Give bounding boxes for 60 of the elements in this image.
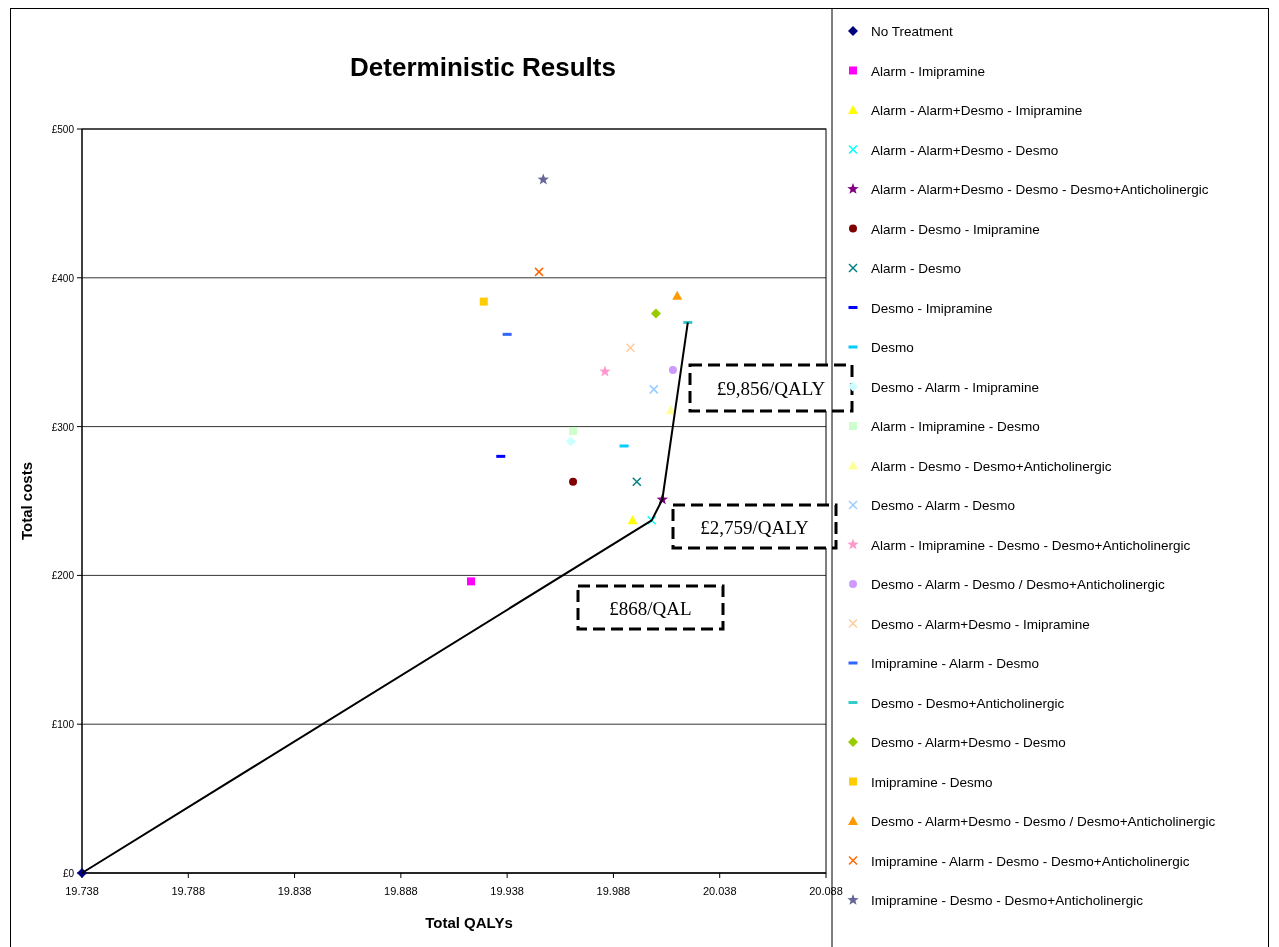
chart-title: Deterministic Results xyxy=(350,52,616,82)
legend-label: Desmo - Alarm+Desmo - Imipramine xyxy=(871,616,1090,632)
point xyxy=(665,405,676,415)
point xyxy=(537,173,549,185)
legend-label: Imipramine - Desmo xyxy=(871,774,993,790)
y-tick-label: £300 xyxy=(51,421,75,433)
point xyxy=(627,515,638,525)
point xyxy=(649,384,659,395)
legend-label: Desmo - Alarm - Desmo / Desmo+Anticholinergic xyxy=(871,577,1165,592)
annotation: £9,856/QALY xyxy=(716,378,826,399)
legend-label: Alarm - Alarm+Desmo - Desmo - Desmo+Anticholinergic xyxy=(871,182,1209,197)
y-tick-label: £0 xyxy=(62,868,75,879)
x-tick-label: 19.788 xyxy=(171,885,206,897)
x-axis-title: Total QALYs xyxy=(425,914,513,931)
legend-label: Desmo - Alarm - Desmo xyxy=(871,498,1016,513)
legend-label: Alarm - Imipramine xyxy=(871,63,986,79)
legend-label: Desmo - Imipramine xyxy=(871,300,993,316)
legend-label: Imipramine - Alarm - Desmo - Desmo+Anticholinergic xyxy=(871,853,1190,869)
legend-label: No Treatment xyxy=(871,24,954,39)
point xyxy=(569,477,578,486)
legend-label: Alarm - Imipramine - Desmo xyxy=(871,419,1040,434)
legend-label: Alarm - Desmo - Imipramine xyxy=(871,221,1040,237)
x-tick-label: 20.088 xyxy=(809,885,843,897)
x-tick-label: 19.838 xyxy=(277,885,312,897)
y-axis-title: Total costs xyxy=(18,461,35,541)
x-tick-label: 20.038 xyxy=(702,885,737,897)
point xyxy=(668,366,677,375)
point xyxy=(565,436,576,447)
annotation: £868/QAL xyxy=(609,597,692,619)
x-tick-label: 19.738 xyxy=(65,885,99,897)
point xyxy=(646,515,657,526)
x-tick-label: 19.938 xyxy=(490,885,524,897)
point xyxy=(534,267,544,277)
y-tick-label: £400 xyxy=(51,272,75,284)
legend-label: Imipramine - Alarm - Desmo xyxy=(871,656,1040,671)
point xyxy=(672,290,683,300)
point xyxy=(599,365,611,377)
point xyxy=(467,577,476,586)
x-tick-label: 19.988 xyxy=(596,885,631,897)
point xyxy=(479,297,488,306)
legend-label: Desmo xyxy=(871,340,914,355)
legend-label: Desmo - Alarm+Desmo - Desmo / Desmo+Anticholinergic xyxy=(871,814,1216,829)
legend-label: Desmo - Alarm+Desmo - Desmo xyxy=(871,735,1066,750)
legend-label: Alarm - Desmo - Desmo+Anticholinergic xyxy=(871,458,1112,474)
point xyxy=(650,308,661,319)
y-tick-label: £200 xyxy=(51,570,75,582)
annotation: £2,759/QALY xyxy=(700,516,809,538)
y-tick-label: £500 xyxy=(51,124,75,135)
legend-label: Desmo - Alarm - Imipramine xyxy=(871,379,1040,395)
point xyxy=(625,342,636,353)
legend-label: Alarm - Alarm+Desmo - Imipramine xyxy=(871,103,1083,118)
legend-label: Desmo - Desmo+Anticholinergic xyxy=(871,695,1065,711)
legend-label: Imipramine - Desmo - Desmo+Anticholinergic xyxy=(871,893,1144,908)
legend-label: Alarm - Alarm+Desmo - Desmo xyxy=(871,142,1059,158)
point xyxy=(632,476,642,487)
point xyxy=(569,427,578,436)
legend-label: Alarm - Imipramine - Desmo - Desmo+Anticholinergic xyxy=(871,537,1191,553)
x-tick-label: 19.888 xyxy=(384,885,418,897)
y-tick-label: £100 xyxy=(51,719,75,731)
legend-label: Alarm - Desmo xyxy=(871,261,962,276)
